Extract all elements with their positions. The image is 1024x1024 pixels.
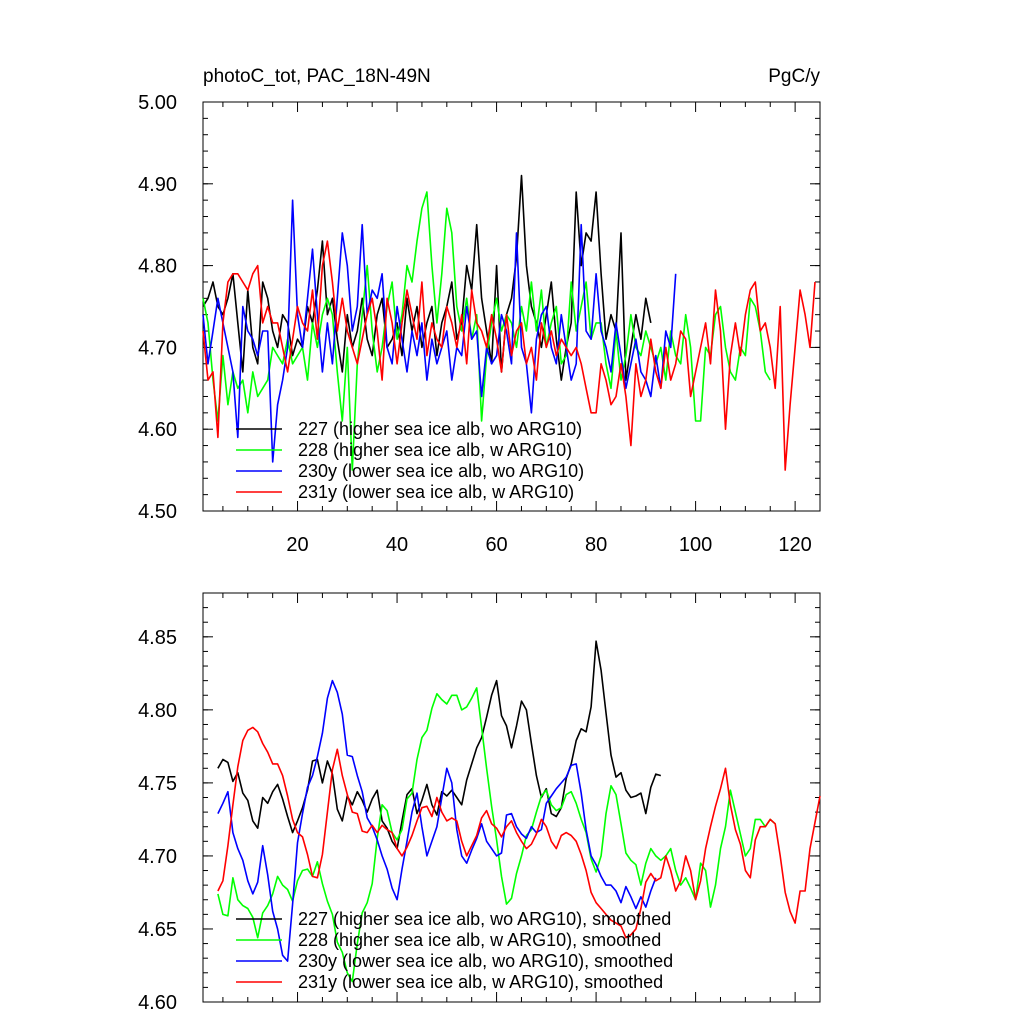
y-tick-label: 4.80 (138, 700, 177, 722)
x-tick-label: 60 (485, 534, 507, 556)
legend-label-4: 231y (lower sea ice alb, w ARG10) (298, 482, 574, 502)
legend-label-1: 227 (higher sea ice alb, wo ARG10), smoo… (298, 909, 671, 929)
series-line-3 (202, 199, 677, 463)
legend-label-2: 228 (higher sea ice alb, w ARG10) (298, 440, 572, 460)
x-tick-label: 100 (679, 534, 712, 556)
y-tick-label: 4.90 (138, 174, 177, 196)
series-line-4 (217, 726, 821, 939)
y-tick-label: 4.50 (138, 501, 177, 523)
x-tick-label: 20 (286, 534, 308, 556)
x-tick-label: 80 (585, 534, 607, 556)
y-tick-label: 4.80 (138, 256, 177, 278)
y-tick-label: 4.70 (138, 846, 177, 868)
y-tick-label: 5.00 (138, 92, 177, 114)
series-line-3 (217, 679, 657, 962)
y-tick-label: 4.85 (138, 627, 177, 649)
legend-label-3: 230y (lower sea ice alb, wo ARG10), smoo… (298, 951, 673, 971)
y-tick-label: 4.70 (138, 337, 177, 359)
chart-title-right: PgC/y (768, 66, 820, 87)
legend-label-3: 230y (lower sea ice alb, wo ARG10) (298, 461, 584, 481)
bottom-panel-smoothed-series: 4.60 4.65 4.70 4.75 4.80 4.85 227 (higher sea … (138, 592, 821, 1014)
chart-title-left: photoC_tot, PAC_18N-49N (203, 66, 431, 87)
series-line-2 (217, 687, 776, 983)
y-tick-label: 4.60 (138, 992, 177, 1014)
legend-label-4: 231y (lower sea ice alb, w ARG10), smoot… (298, 972, 663, 992)
y-tick-label: 4.60 (138, 419, 177, 441)
legend-label-1: 227 (higher sea ice alb, wo ARG10) (298, 419, 582, 439)
x-tick-label: 120 (778, 534, 811, 556)
legend-label-2: 228 (higher sea ice alb, w ARG10), smoot… (298, 930, 661, 950)
series-line-1 (202, 174, 652, 381)
top-panel-raw-series: 20 40 60 80 100 120 4.50 4.60 4.70 4.80 4.90 5.00 22… (138, 92, 821, 556)
series-line-2 (202, 191, 771, 471)
x-tick-label: 40 (386, 534, 408, 556)
series-line-4 (202, 240, 816, 471)
y-tick-label: 4.75 (138, 773, 177, 795)
y-tick-label: 4.65 (138, 919, 177, 941)
series-line-1 (217, 640, 662, 850)
